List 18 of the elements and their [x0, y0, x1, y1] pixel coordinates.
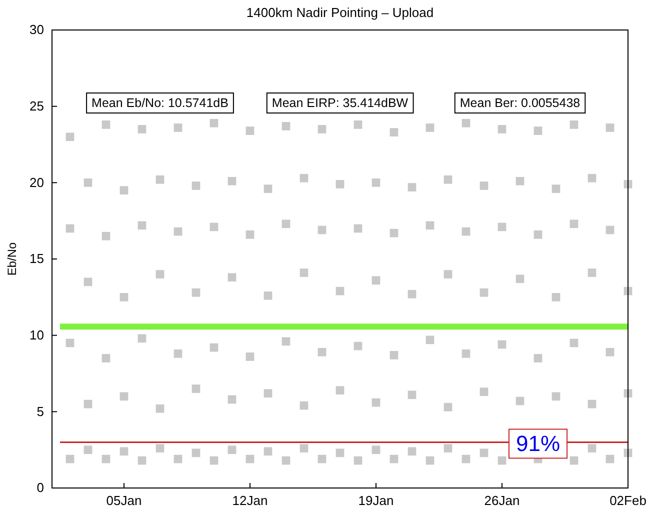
- annotation: Mean Eb/No: 10.5741dB: [92, 96, 228, 110]
- y-tick-label: 30: [30, 22, 44, 38]
- y-tick-label: 15: [30, 251, 44, 266]
- annotation: Mean EIRP: 35.414dBW: [272, 96, 408, 110]
- y-tick-label: 10: [30, 327, 44, 342]
- x-tick-label: 05Jan: [106, 493, 142, 508]
- y-tick-label: 20: [30, 174, 44, 190]
- chart-title: 1400km Nadir Pointing – Upload: [246, 5, 434, 20]
- y-tick-label: 5: [36, 404, 44, 419]
- x-tick-label: 19Jan: [358, 493, 394, 508]
- annotation: 91%: [516, 431, 560, 456]
- x-tick-label: 26Jan: [484, 493, 520, 508]
- y-tick-label: 25: [30, 98, 44, 114]
- x-tick-label: 12Jan: [232, 493, 268, 508]
- y-axis-title: Eb/No: [5, 242, 19, 276]
- x-tick-label: 02Feb: [610, 493, 646, 508]
- y-tick-label: 0: [36, 480, 44, 496]
- annotation: Mean Ber: 0.0055438: [460, 96, 580, 110]
